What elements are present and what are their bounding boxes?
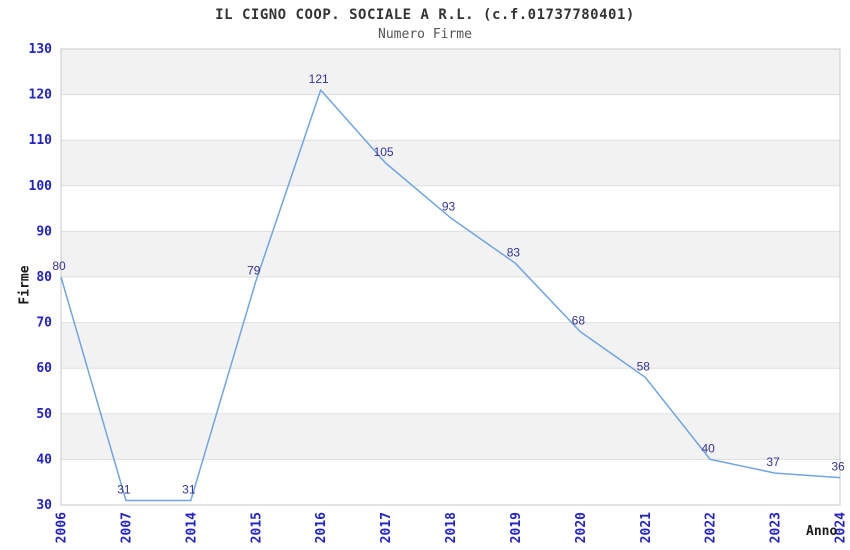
y-tick-label: 30 [36,498,52,513]
y-tick-label: 110 [29,133,53,148]
x-tick-label: 2024 [834,512,849,543]
x-tick-label: 2016 [314,512,329,543]
point-value-label: 83 [507,245,521,259]
chart-subtitle: Numero Firme [378,27,472,42]
x-tick-label: 2020 [574,512,589,543]
plot-band [61,49,840,95]
x-axis-title: Anno [806,524,838,539]
plot-band [61,459,840,505]
plot-band [61,277,840,323]
plot-band [61,140,840,186]
y-tick-label: 90 [36,224,52,239]
plot-band [61,231,840,277]
y-tick-label: 120 [29,88,53,103]
x-tick-label: 2022 [704,512,719,543]
x-tick-label: 2021 [639,512,654,543]
point-value-label: 79 [247,264,261,278]
x-tick-label: 2019 [509,512,524,543]
point-value-label: 31 [182,482,196,496]
x-tick-label: 2023 [769,512,784,543]
plot-band [61,413,840,460]
x-tick-label: 2017 [379,512,394,543]
series-line [60,89,841,502]
point-value-label: 36 [831,460,845,474]
plot-band [61,94,840,141]
plot-band [61,185,840,232]
x-tick-label: 2014 [184,512,199,543]
x-tick-label: 2007 [119,512,134,543]
point-value-label: 121 [309,72,329,86]
point-value-label: 93 [442,200,456,214]
y-tick-label: 60 [36,361,52,376]
y-tick-label: 130 [29,42,53,57]
point-value-label: 105 [374,145,394,159]
point-value-label: 80 [52,259,66,273]
point-value-label: 40 [701,441,715,455]
y-tick-label: 70 [36,316,52,331]
x-tick-label: 2018 [444,512,459,543]
y-tick-label: 40 [36,452,52,467]
point-value-label: 58 [637,359,651,373]
x-tick-label: 2006 [55,512,70,543]
y-tick-label: 100 [29,179,53,194]
chart-title: IL CIGNO COOP. SOCIALE A R.L. (c.f.01737… [215,7,635,23]
y-tick-label: 50 [36,407,52,422]
plot-band [61,322,840,369]
plot-band [61,368,840,414]
y-tick-label: 80 [36,270,52,285]
point-value-label: 37 [766,455,780,469]
x-tick-label: 2015 [249,512,264,543]
point-value-label: 31 [117,482,131,496]
point-value-label: 68 [572,314,586,328]
